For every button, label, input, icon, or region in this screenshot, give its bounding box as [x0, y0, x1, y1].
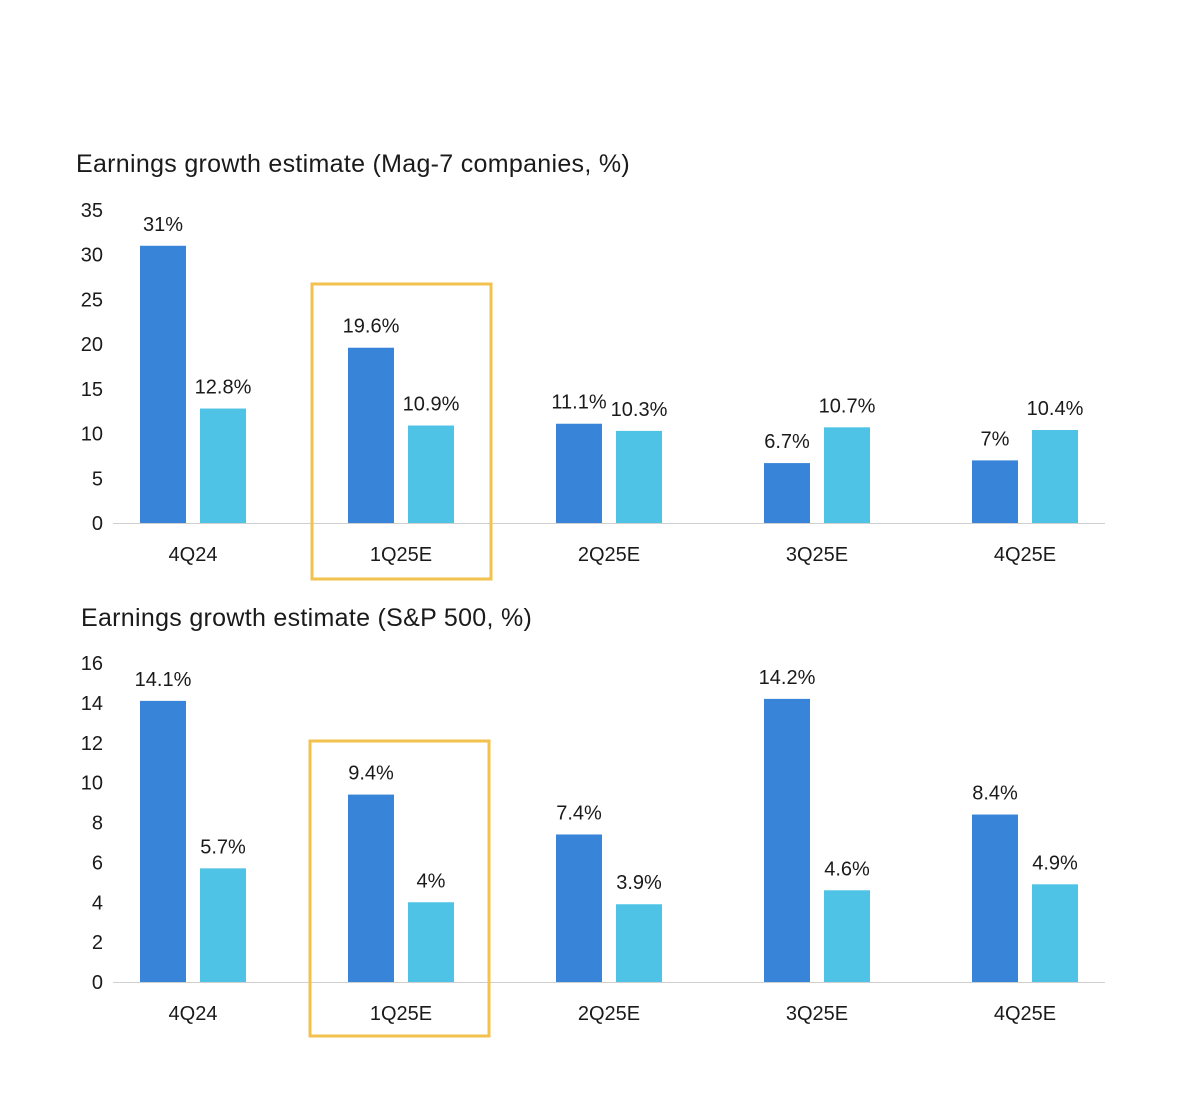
y-tick-label: 30: [81, 245, 103, 267]
x-tick-label: 3Q25E: [786, 544, 848, 566]
highlight-box: [310, 282, 493, 581]
data-label: 4.9%: [1032, 852, 1078, 874]
bar: [764, 698, 810, 982]
data-label: 5.7%: [200, 836, 246, 858]
data-label: 3.9%: [616, 872, 662, 894]
data-label: 4.6%: [824, 858, 870, 880]
data-label: 14.2%: [759, 667, 816, 689]
bar: [408, 425, 454, 523]
x-tick-label: 2Q25E: [578, 544, 640, 566]
data-label: 8.4%: [972, 783, 1018, 805]
data-label: 7.4%: [556, 802, 602, 824]
bar: [1032, 884, 1078, 982]
y-tick-label: 25: [81, 289, 103, 311]
bar: [348, 794, 394, 982]
x-tick-label: 2Q25E: [578, 1003, 640, 1025]
chart-title-mag7: Earnings growth estimate (Mag-7 companie…: [76, 150, 631, 178]
bar: [616, 430, 662, 523]
data-label: 6.7%: [764, 431, 810, 453]
x-tick-label: 4Q24: [169, 544, 218, 566]
bar: [200, 868, 246, 982]
x-tick-label: 4Q24: [169, 1003, 218, 1025]
data-label: 11.1%: [551, 392, 606, 414]
bar: [140, 700, 186, 982]
data-label: 4%: [417, 870, 446, 892]
bar: [556, 423, 602, 523]
y-tick-label: 10: [81, 773, 103, 795]
data-label: 19.6%: [343, 316, 400, 338]
bar: [140, 245, 186, 523]
highlight-box: [308, 739, 491, 1038]
y-tick-label: 10: [81, 424, 103, 446]
x-tick-label: 1Q25E: [370, 544, 432, 566]
y-tick-label: 15: [81, 379, 103, 401]
y-tick-label: 16: [81, 653, 103, 675]
x-tick-label: 3Q25E: [786, 1003, 848, 1025]
bar: [348, 347, 394, 523]
x-tick-label: 4Q25E: [994, 1003, 1056, 1025]
x-tick-label: 4Q25E: [994, 544, 1056, 566]
y-tick-label: 0: [92, 972, 103, 994]
y-tick-label: 4: [92, 892, 103, 914]
y-tick-label: 5: [92, 468, 103, 490]
bar: [764, 463, 810, 523]
chart-title-sp500: Earnings growth estimate (S&P 500, %): [81, 604, 533, 632]
bar: [408, 902, 454, 982]
bar: [972, 814, 1018, 982]
bar: [824, 427, 870, 523]
bar: [556, 834, 602, 982]
data-label: 14.1%: [135, 669, 192, 691]
bar: [824, 890, 870, 982]
data-label: 10.4%: [1027, 398, 1084, 420]
bar: [972, 460, 1018, 523]
data-label: 7%: [981, 428, 1010, 450]
y-tick-label: 14: [81, 693, 103, 715]
data-label: 10.9%: [403, 394, 460, 416]
y-tick-label: 12: [81, 733, 103, 755]
bar: [200, 408, 246, 523]
y-tick-label: 8: [92, 813, 103, 835]
x-tick-label: 1Q25E: [370, 1003, 432, 1025]
data-label: 10.3%: [611, 399, 668, 421]
bar: [616, 904, 662, 982]
data-label: 31%: [143, 214, 183, 236]
y-tick-label: 2: [92, 932, 103, 954]
y-tick-label: 20: [81, 334, 103, 356]
data-label: 12.8%: [195, 377, 252, 399]
bar: [1032, 429, 1078, 523]
data-label: 9.4%: [348, 763, 394, 785]
y-tick-label: 0: [92, 513, 103, 535]
y-tick-label: 6: [92, 852, 103, 874]
data-label: 10.7%: [819, 395, 876, 417]
y-tick-label: 35: [81, 200, 103, 222]
